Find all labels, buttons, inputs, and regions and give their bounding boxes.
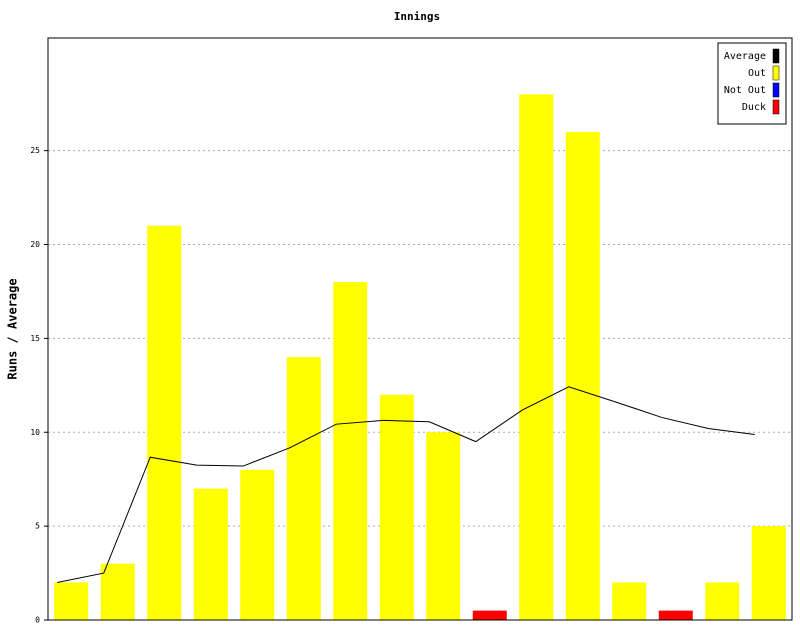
bar	[751, 526, 786, 620]
bar	[426, 432, 461, 620]
y-tick-label: 20	[30, 240, 40, 249]
bar	[472, 610, 507, 620]
legend-swatch	[772, 99, 780, 115]
bar	[147, 225, 182, 620]
plot-frame	[47, 37, 793, 621]
bar	[379, 394, 414, 620]
legend-swatch	[772, 65, 780, 81]
chart-title: Innings	[394, 10, 440, 23]
bar	[519, 94, 554, 621]
legend-label: Not Out	[724, 85, 766, 96]
bar	[333, 282, 368, 620]
legend-label: Average	[724, 51, 766, 62]
legend-label: Duck	[742, 102, 766, 113]
y-tick-label: 10	[30, 428, 40, 437]
bar	[54, 582, 89, 620]
y-tick-label: 25	[30, 146, 40, 155]
legend-swatch	[772, 82, 780, 98]
bar	[565, 131, 600, 620]
y-axis-label: Runs / Average	[6, 278, 20, 379]
bar	[705, 582, 740, 620]
bar	[658, 610, 693, 620]
y-tick-label: 15	[30, 334, 40, 343]
bar	[240, 469, 275, 620]
bar	[193, 488, 228, 620]
y-tick-label: 5	[35, 522, 40, 531]
bar	[612, 582, 647, 620]
legend-label: Out	[748, 68, 766, 79]
bar	[286, 357, 321, 620]
average-line	[57, 386, 755, 583]
y-tick-label: 0	[35, 616, 40, 625]
bar	[100, 563, 135, 620]
legend-swatch	[772, 48, 780, 64]
